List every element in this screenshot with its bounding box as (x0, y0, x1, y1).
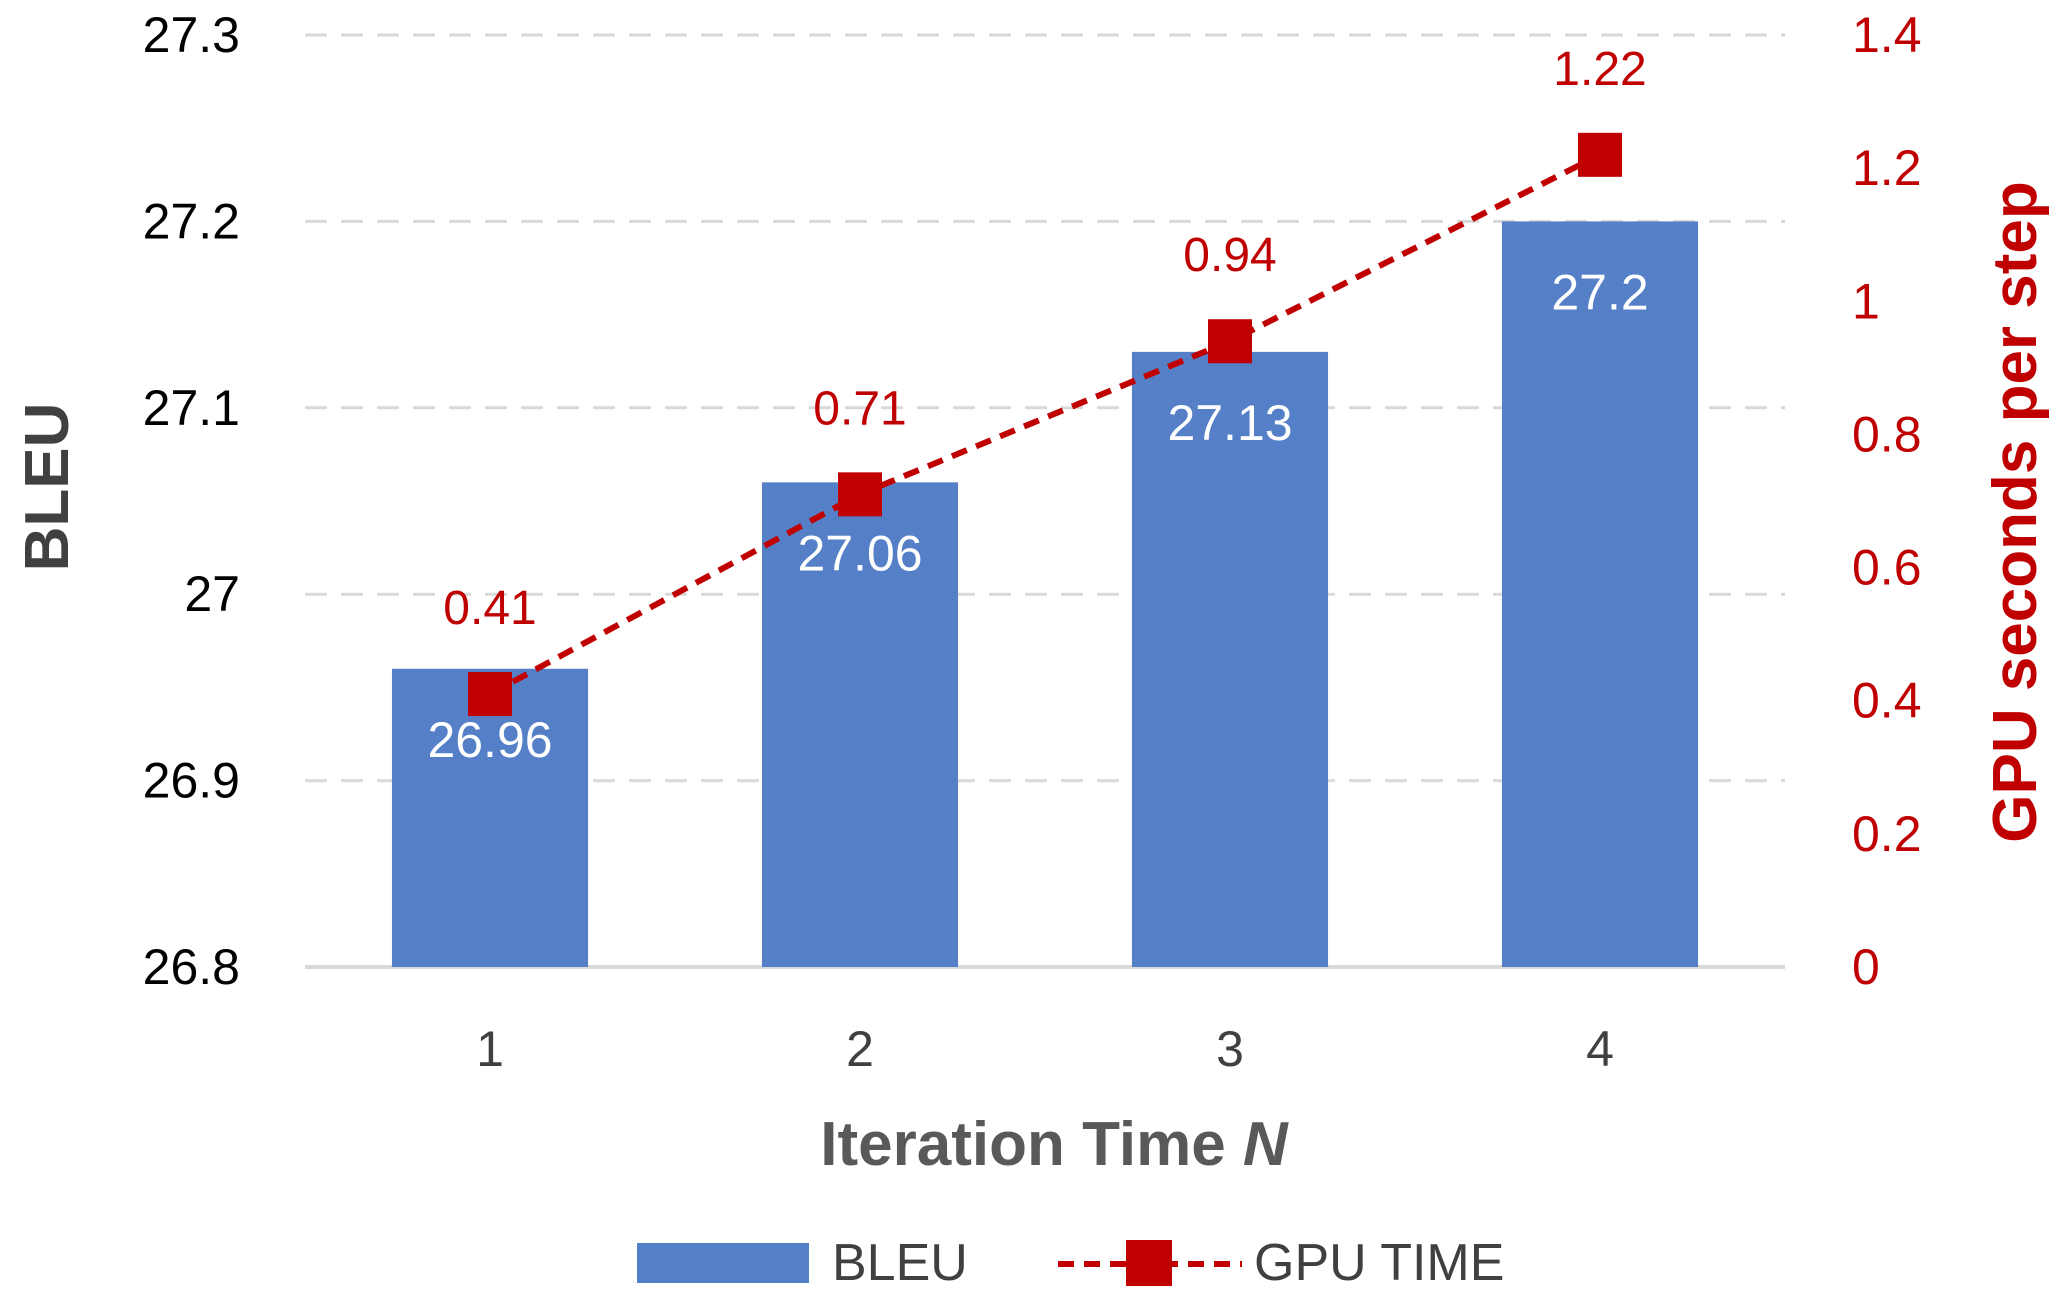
gpu-time-value-label: 0.41 (443, 582, 536, 635)
bleu-bar-labels: 26.96 27.06 27.13 27.2 (427, 264, 1648, 767)
x-tick-label: 4 (1586, 1021, 1614, 1077)
bleu-bar (1131, 351, 1329, 967)
left-tick-label: 27.2 (143, 193, 240, 249)
right-tick-label: 0.8 (1852, 406, 1922, 462)
x-axis-ticks: 1 2 3 4 (476, 1021, 1614, 1077)
bleu-bars (391, 221, 1699, 967)
legend-gpu-time-label: GPU TIME (1254, 1234, 1504, 1292)
gpu-time-marker (838, 472, 882, 517)
gpu-time-marker (1578, 132, 1622, 177)
gpu-time-value-label: 1.22 (1553, 43, 1646, 96)
x-tick-label: 1 (476, 1021, 504, 1077)
legend-bleu-swatch (637, 1243, 809, 1283)
right-tick-label: 0.6 (1852, 540, 1922, 596)
legend-gpu-time-marker (1126, 1240, 1172, 1286)
left-tick-label: 26.9 (143, 753, 240, 809)
legend-bleu-label: BLEU (832, 1234, 968, 1292)
left-tick-label: 27.1 (143, 380, 240, 436)
right-tick-label: 1.4 (1852, 7, 1922, 63)
bleu-bar (761, 482, 959, 967)
x-tick-label: 2 (846, 1021, 874, 1077)
legend: BLEU GPU TIME (637, 1234, 1504, 1292)
right-tick-label: 0.2 (1852, 806, 1922, 862)
bleu-bar-value-label: 27.06 (797, 525, 922, 581)
x-axis-title-italic: N (1243, 1110, 1289, 1179)
bleu-bar-value-label: 27.2 (1551, 264, 1648, 320)
gpu-time-value-label: 0.71 (813, 382, 906, 435)
gpu-time-series-line (488, 152, 1602, 697)
right-tick-label: 0 (1852, 939, 1880, 995)
right-tick-label: 1 (1852, 273, 1880, 329)
bleu-bar (1501, 221, 1699, 967)
gpu-time-labels: 0.41 0.71 0.94 1.22 (443, 43, 1646, 635)
left-tick-label: 27 (184, 566, 240, 622)
gpu-time-value-label: 0.94 (1183, 229, 1276, 282)
left-tick-label: 26.8 (143, 939, 240, 995)
right-tick-label: 1.2 (1852, 140, 1922, 196)
bleu-bar-value-label: 26.96 (427, 712, 552, 768)
gpu-time-marker (468, 672, 512, 717)
bleu-bar-value-label: 27.13 (1167, 395, 1292, 451)
gpu-time-line (468, 132, 1622, 717)
left-axis-ticks: 26.8 26.9 27 27.1 27.2 27.3 (143, 7, 240, 995)
bleu-bar (391, 668, 589, 967)
right-tick-label: 0.4 (1852, 673, 1922, 729)
right-axis-title: GPU seconds per step (1981, 181, 2050, 843)
right-axis-ticks: 0 0.2 0.4 0.6 0.8 1 1.2 1.4 (1852, 7, 1922, 995)
x-axis-title: Iteration Time N (820, 1110, 1289, 1179)
left-tick-label: 27.3 (143, 7, 240, 63)
x-tick-label: 3 (1216, 1021, 1244, 1077)
x-axis-title-main: Iteration Time (820, 1110, 1243, 1179)
left-axis-title: BLEU (13, 403, 82, 572)
gpu-time-marker (1208, 319, 1252, 364)
